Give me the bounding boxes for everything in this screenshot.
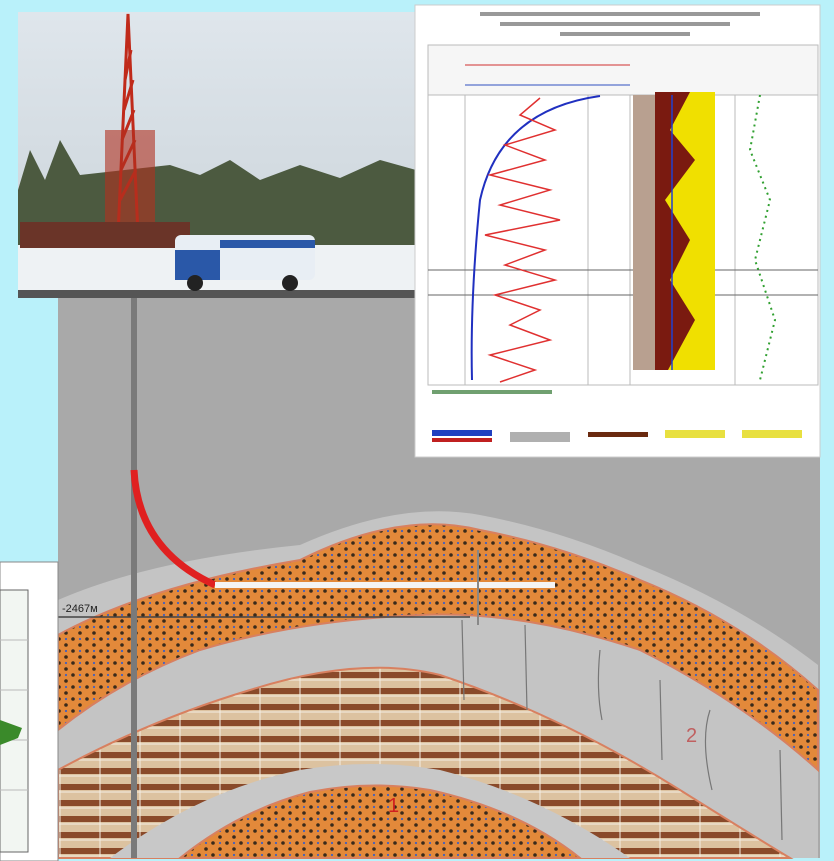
well-log	[415, 5, 820, 457]
depth-label: -2467м	[62, 603, 98, 615]
side-chart	[0, 562, 58, 861]
collage: -2467м 1 2	[0, 0, 834, 861]
page: -2467м 1 2	[0, 0, 834, 861]
layer-label: 1	[388, 795, 399, 817]
layer-label: 2	[686, 725, 697, 747]
rig-photo	[18, 12, 416, 298]
